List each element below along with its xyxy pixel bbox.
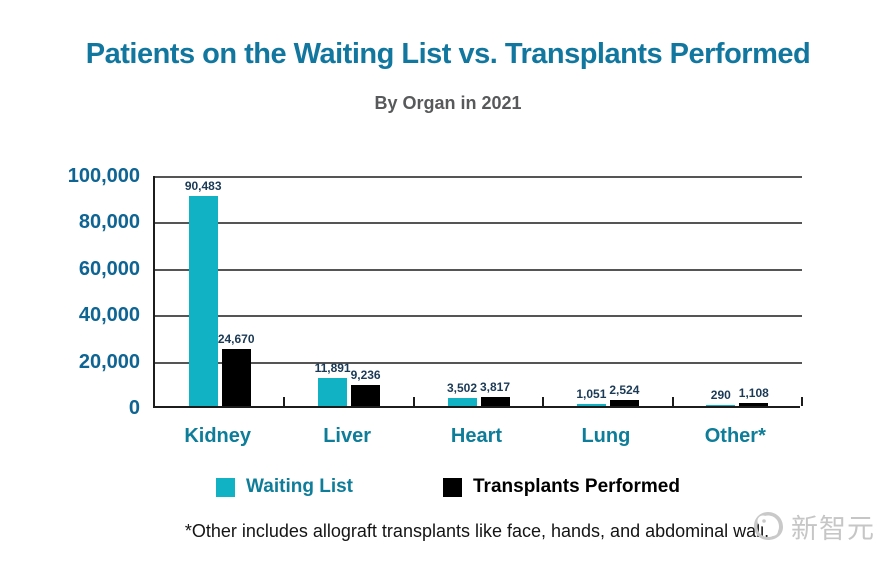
bar-value-label: 9,236 — [350, 368, 381, 382]
category-label-kidney: Kidney — [184, 425, 252, 447]
bar-value-label: 3,817 — [479, 380, 511, 394]
y-tick-label: 20,000 — [78, 350, 140, 373]
x-axis-tick — [801, 397, 803, 406]
gridline — [155, 315, 802, 318]
bar-value-label: 2,524 — [609, 383, 640, 397]
bar-transplants-performed — [609, 400, 639, 406]
legend-swatch — [443, 477, 462, 497]
bar-waiting-list — [447, 398, 477, 406]
y-tick-label: 0 — [128, 397, 140, 419]
plot-area: 90,483 24,670 11,891 9,236 3,502 3,817 1,051 2,… — [153, 176, 803, 408]
xinzhiyuan-logo-icon — [754, 511, 783, 540]
x-axis-tick — [283, 397, 286, 406]
bar-transplants-performed — [480, 397, 510, 406]
legend-item-waiting-list: Waiting List — [216, 476, 353, 498]
bar-transplants-performed — [739, 403, 769, 406]
bar-value-label: 290 — [710, 388, 731, 402]
bar-value-label: 3,502 — [446, 381, 478, 395]
footnote: *Other includes allograft transplants li… — [184, 521, 770, 541]
legend-label: Transplants Performed — [473, 476, 680, 497]
bar-value-label: 90,483 — [184, 179, 222, 193]
bar-value-label: 11,891 — [314, 361, 351, 375]
bar-value-label: 1,051 — [576, 387, 607, 401]
legend-label: Waiting List — [246, 476, 353, 497]
bar-waiting-list — [188, 196, 218, 406]
gridline — [155, 361, 802, 364]
chart-subtitle: By Organ in 2021 — [374, 93, 522, 113]
gridline — [155, 268, 802, 271]
y-tick-label: 80,000 — [78, 211, 140, 234]
gridline — [155, 176, 802, 178]
category-label-heart: Heart — [450, 425, 503, 447]
bar-waiting-list — [318, 378, 348, 406]
legend-item-transplants-performed: Transplants Performed — [443, 476, 680, 498]
category-label-liver: Liver — [323, 425, 371, 447]
y-tick-label: 100,000 — [67, 165, 140, 187]
gridline — [155, 222, 802, 225]
bar-transplants-performed — [351, 385, 381, 406]
chart-title: Patients on the Waiting List vs. Transpl… — [85, 38, 811, 70]
category-label-other: Other* — [704, 425, 766, 447]
bar-waiting-list — [706, 405, 736, 406]
y-tick-label: 40,000 — [78, 304, 140, 327]
watermark: 新智元 — [750, 507, 875, 546]
bar-value-label: 1,108 — [738, 386, 769, 400]
watermark-text: 新智元 — [791, 514, 875, 544]
x-axis-tick — [671, 397, 674, 406]
category-label-lung: Lung — [581, 425, 631, 447]
legend: Waiting List Transplants Performed — [0, 476, 896, 498]
x-axis-tick — [542, 397, 545, 406]
x-axis-tick — [412, 397, 415, 406]
y-tick-label: 60,000 — [78, 257, 140, 280]
legend-swatch — [216, 477, 236, 497]
bar-value-label: 24,670 — [217, 332, 255, 346]
bar-waiting-list — [576, 404, 606, 406]
bar-transplants-performed — [221, 349, 251, 406]
